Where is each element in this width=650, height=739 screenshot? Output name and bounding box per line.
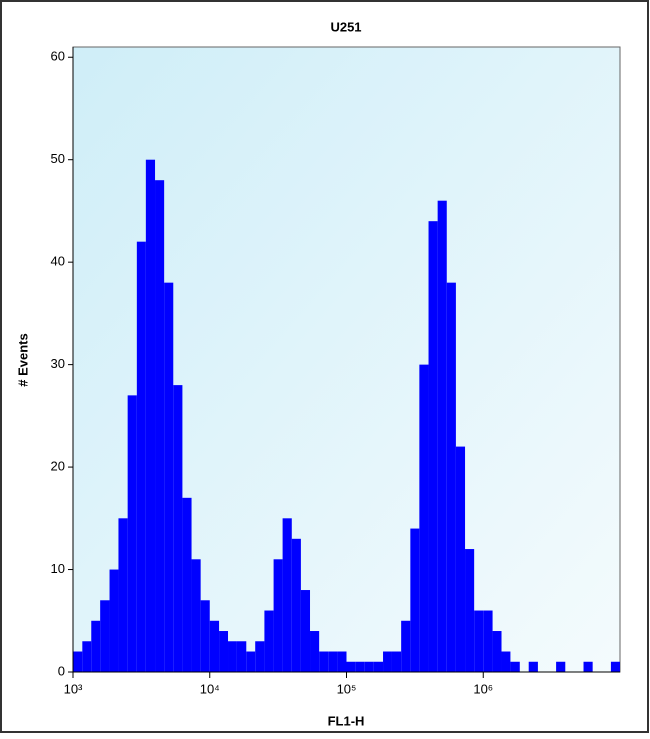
bar	[127, 395, 137, 672]
bar	[328, 651, 338, 672]
x-tick-label: 10³	[64, 681, 83, 696]
bar	[364, 661, 374, 672]
bar	[155, 180, 165, 672]
bar	[501, 651, 511, 672]
bar	[236, 641, 247, 672]
bar	[419, 364, 429, 672]
chart-title: U251	[330, 19, 361, 34]
y-tick-label: 30	[51, 356, 65, 371]
bar	[391, 651, 402, 672]
bar	[219, 631, 229, 672]
bar	[191, 559, 201, 672]
y-tick-label: 40	[51, 254, 65, 269]
x-axis-label: FL1-H	[328, 713, 365, 728]
bar	[556, 661, 566, 672]
x-tick-label: 10⁵	[337, 681, 357, 696]
bar	[255, 641, 265, 672]
bar	[383, 651, 392, 672]
bar	[164, 282, 174, 672]
bar	[474, 610, 484, 672]
bar	[118, 518, 128, 672]
bar	[264, 610, 274, 672]
bar	[282, 518, 292, 672]
bar	[145, 159, 156, 672]
bar	[173, 385, 183, 672]
y-axis-label: # Events	[15, 333, 30, 386]
bar	[455, 446, 466, 672]
bar	[228, 641, 237, 672]
bar	[373, 661, 384, 672]
bar	[246, 651, 256, 672]
bar	[273, 559, 283, 672]
bar	[346, 661, 356, 672]
bar	[109, 569, 119, 672]
bar	[410, 528, 420, 672]
bar	[310, 631, 320, 672]
bar	[182, 497, 192, 672]
bar	[73, 651, 83, 672]
bar	[200, 600, 210, 672]
bar	[446, 282, 456, 672]
bar	[136, 241, 146, 673]
bar	[492, 631, 502, 672]
x-tick-label: 10⁶	[473, 681, 493, 696]
bar	[337, 651, 347, 672]
bar	[91, 620, 101, 672]
x-tick-label: 10⁴	[200, 681, 220, 696]
bar	[100, 600, 110, 672]
bar	[428, 221, 438, 672]
bar	[437, 200, 447, 672]
bar	[209, 620, 220, 672]
bar	[483, 610, 493, 672]
bar	[510, 661, 520, 672]
bar	[401, 620, 411, 672]
bar	[82, 641, 92, 672]
bar	[300, 590, 311, 672]
y-tick-label: 0	[58, 663, 65, 678]
bar	[528, 661, 538, 672]
bar	[583, 661, 593, 672]
bar	[355, 661, 365, 672]
bar	[465, 549, 475, 672]
y-tick-label: 20	[51, 459, 65, 474]
y-tick-label: 60	[51, 49, 65, 64]
y-tick-label: 10	[51, 561, 65, 576]
bar	[291, 538, 301, 672]
bar	[319, 651, 329, 672]
bar	[610, 661, 620, 672]
y-tick-label: 50	[51, 151, 65, 166]
